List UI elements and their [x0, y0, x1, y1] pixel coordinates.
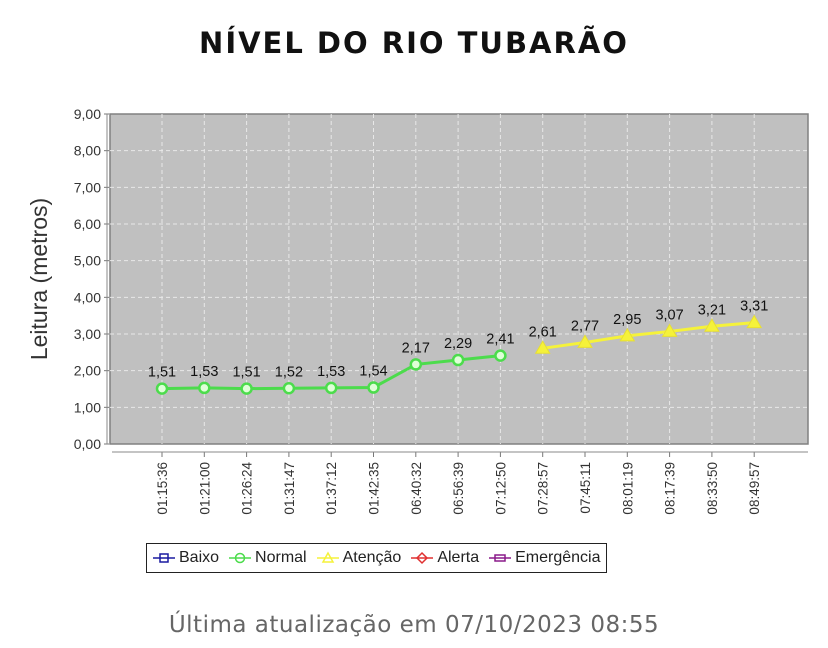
y-tick-label: 9,00 [74, 106, 101, 122]
data-label: 2,29 [444, 336, 472, 352]
data-point[interactable] [409, 358, 423, 371]
y-tick-label: 0,00 [74, 436, 101, 452]
legend-label: Atenção [342, 549, 402, 566]
x-tick-label: 01:21:00 [197, 462, 212, 515]
chart-title: NÍVEL DO RIO TUBARÃO [199, 26, 629, 60]
y-axis-label: Leitura (metros) [26, 198, 52, 360]
data-point[interactable] [324, 381, 338, 395]
legend-label: Normal [255, 549, 307, 566]
series-atenção: 2,61 2,77 2,95 3,07 3,21 3,31 [529, 299, 768, 354]
legend-label: Emergência [515, 549, 601, 566]
data-label: 2,17 [402, 340, 430, 356]
series-normal: 1,51 1,53 1,51 1,52 1,53 1,54 2,17 2,29 2,41 [148, 332, 515, 395]
x-tick-label: 06:40:32 [409, 462, 424, 515]
legend-circle-icon [229, 552, 252, 564]
legend-square-icon [153, 553, 175, 563]
data-point[interactable] [746, 314, 763, 329]
x-tick-label: 06:56:39 [451, 462, 466, 515]
data-label: 2,95 [613, 312, 641, 328]
legend-triangle-icon [316, 551, 339, 563]
data-point[interactable] [198, 381, 211, 395]
y-tick-label: 1,00 [74, 399, 101, 415]
legend-label: Alerta [437, 549, 480, 566]
data-point[interactable] [155, 382, 169, 395]
data-point[interactable] [451, 353, 465, 367]
data-label: 1,54 [359, 364, 387, 380]
chart-legend: Baixo Normal Atenção Alerta Emergência [146, 543, 608, 573]
y-tick-label: 7,00 [74, 179, 101, 195]
data-label: 2,61 [529, 324, 557, 340]
data-label: 1,52 [275, 364, 303, 380]
x-tick-label: 01:37:12 [324, 462, 339, 515]
data-label: 3,07 [655, 307, 683, 323]
data-point[interactable] [577, 334, 593, 348]
data-label: 2,77 [571, 318, 599, 334]
y-tick-label: 5,00 [74, 253, 101, 269]
data-label: 1,53 [190, 364, 218, 380]
legend-label: Baixo [179, 549, 220, 566]
data-label: 3,21 [698, 302, 726, 318]
x-tick-label: 07:28:57 [536, 462, 551, 515]
data-label: 3,31 [740, 299, 768, 315]
y-tick-label: 8,00 [74, 143, 101, 159]
plot-area [109, 113, 809, 445]
data-label: 1,53 [317, 364, 345, 380]
data-label: 1,51 [232, 365, 260, 381]
legend-diamond-icon [411, 551, 434, 565]
last-update-text: Última atualização em 07/10/2023 08:55 [168, 612, 660, 638]
x-tick-label: 08:01:19 [620, 462, 635, 515]
x-tick-label: 08:33:50 [705, 462, 720, 515]
x-tick-label: 01:42:35 [367, 462, 382, 515]
data-label: 1,51 [148, 365, 176, 381]
y-tick-label: 3,00 [74, 326, 101, 342]
data-point[interactable] [534, 340, 551, 354]
data-point[interactable] [704, 318, 720, 332]
legend-item-emergência: Emergência [489, 549, 600, 567]
data-point[interactable] [240, 382, 253, 395]
x-tick-label: 07:12:50 [493, 462, 508, 515]
x-tick-label: 08:17:39 [663, 462, 678, 515]
data-label: 2,41 [486, 332, 514, 348]
line-chart: 0,00 1,00 2,00 3,00 4,00 5,00 6,00 7,00 8,00 9,00… [26, 106, 809, 515]
x-tick-label: 01:15:36 [155, 462, 170, 515]
x-tick-label: 01:26:24 [240, 462, 255, 515]
data-point[interactable] [367, 381, 380, 394]
y-tick-label: 6,00 [74, 216, 101, 232]
x-tick-label: 01:31:47 [282, 462, 297, 515]
legend-item-atenção: Atenção [316, 549, 402, 567]
data-point[interactable] [494, 349, 507, 362]
legend-item-alerta: Alerta [411, 549, 479, 567]
legend-item-normal: Normal [229, 549, 307, 567]
legend-item-baixo: Baixo [153, 549, 219, 567]
y-tick-label: 2,00 [74, 363, 101, 379]
legend-rect-icon [489, 554, 512, 562]
x-tick-label: 08:49:57 [747, 462, 762, 515]
y-tick-label: 4,00 [74, 289, 101, 305]
x-tick-label: 07:45:11 [578, 462, 593, 514]
data-point[interactable] [282, 382, 296, 395]
data-point[interactable] [661, 323, 678, 337]
data-point[interactable] [619, 327, 636, 342]
